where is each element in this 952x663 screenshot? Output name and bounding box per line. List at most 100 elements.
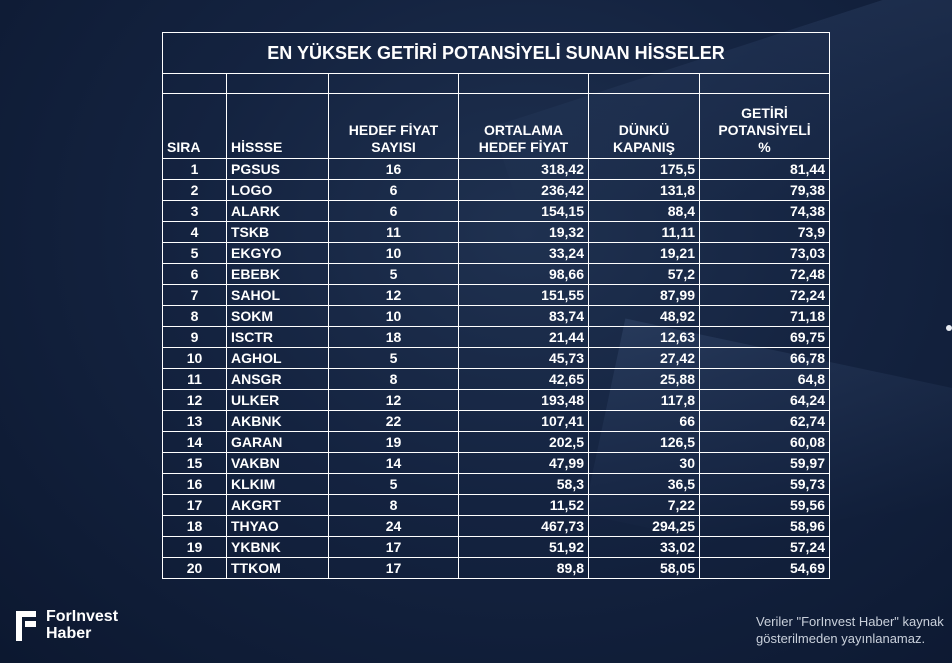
header-line: HEDEF FİYAT xyxy=(348,122,439,138)
cell-dunku-kapanis: 88,4 xyxy=(588,200,700,222)
logo-line: ForInvest xyxy=(46,608,119,625)
cell-hedef-fiyat-sayisi: 19 xyxy=(328,431,459,453)
cell-hisse: EKGYO xyxy=(226,242,329,264)
cell-hedef-fiyat-sayisi: 5 xyxy=(328,263,459,285)
header-sira: SIRA xyxy=(162,93,227,159)
cell-dunku-kapanis: 7,22 xyxy=(588,494,700,516)
cell-ortalama-hedef-fiyat: 107,41 xyxy=(458,410,589,432)
cell-dunku-kapanis: 25,88 xyxy=(588,368,700,390)
cell-ortalama-hedef-fiyat: 45,73 xyxy=(458,347,589,369)
cell-hedef-fiyat-sayisi: 12 xyxy=(328,389,459,411)
cell-getiri-potansiyeli: 64,24 xyxy=(699,389,830,411)
table-row: 5 EKGYO 10 33,24 19,21 73,03 xyxy=(162,242,830,264)
cell-hisse: AGHOL xyxy=(226,347,329,369)
logo-line: Haber xyxy=(46,625,92,642)
cell-hisse: PGSUS xyxy=(226,158,329,180)
cell-hedef-fiyat-sayisi: 22 xyxy=(328,410,459,432)
empty-cell xyxy=(588,73,700,94)
cell-sira: 13 xyxy=(162,410,227,432)
disclaimer-line: gösterilmeden yayınlanamaz. xyxy=(756,631,926,646)
cell-hedef-fiyat-sayisi: 6 xyxy=(328,179,459,201)
table-title-row: EN YÜKSEK GETİRİ POTANSİYELİ SUNAN HİSSE… xyxy=(162,32,830,74)
cell-ortalama-hedef-fiyat: 51,92 xyxy=(458,536,589,558)
cell-hedef-fiyat-sayisi: 17 xyxy=(328,557,459,579)
cell-sira: 19 xyxy=(162,536,227,558)
cell-sira: 8 xyxy=(162,305,227,327)
table-row: 2 LOGO 6 236,42 131,8 79,38 xyxy=(162,179,830,201)
cell-hisse: GARAN xyxy=(226,431,329,453)
cell-dunku-kapanis: 11,11 xyxy=(588,221,700,243)
cell-dunku-kapanis: 27,42 xyxy=(588,347,700,369)
cell-ortalama-hedef-fiyat: 42,65 xyxy=(458,368,589,390)
table-row: 17 AKGRT 8 11,52 7,22 59,56 xyxy=(162,494,830,516)
table-row: 6 EBEBK 5 98,66 57,2 72,48 xyxy=(162,263,830,285)
cell-ortalama-hedef-fiyat: 58,3 xyxy=(458,473,589,495)
table-row: 1 PGSUS 16 318,42 175,5 81,44 xyxy=(162,158,830,180)
cell-getiri-potansiyeli: 57,24 xyxy=(699,536,830,558)
header-getiri-potansiyeli: GETİRİ POTANSİYELİ % xyxy=(699,93,830,159)
header-dunku-kapanis: DÜNKÜ KAPANIŞ xyxy=(588,93,700,159)
cell-hisse: TSKB xyxy=(226,221,329,243)
cell-sira: 1 xyxy=(162,158,227,180)
cell-hisse: ALARK xyxy=(226,200,329,222)
cell-dunku-kapanis: 117,8 xyxy=(588,389,700,411)
disclaimer-line: Veriler "ForInvest Haber" kaynak xyxy=(756,614,944,629)
cell-dunku-kapanis: 87,99 xyxy=(588,284,700,306)
cell-dunku-kapanis: 19,21 xyxy=(588,242,700,264)
cell-hisse: LOGO xyxy=(226,179,329,201)
cell-hedef-fiyat-sayisi: 5 xyxy=(328,473,459,495)
cell-ortalama-hedef-fiyat: 318,42 xyxy=(458,158,589,180)
forinvest-logo: ForInvest Haber xyxy=(16,608,118,642)
cell-ortalama-hedef-fiyat: 89,8 xyxy=(458,557,589,579)
cell-getiri-potansiyeli: 71,18 xyxy=(699,305,830,327)
disclaimer-text: Veriler "ForInvest Haber" kaynak gösteri… xyxy=(756,613,944,647)
header-line: DÜNKÜ xyxy=(618,122,670,138)
cell-hedef-fiyat-sayisi: 6 xyxy=(328,200,459,222)
cell-dunku-kapanis: 126,5 xyxy=(588,431,700,453)
cell-hisse: ISCTR xyxy=(226,326,329,348)
cell-hedef-fiyat-sayisi: 17 xyxy=(328,536,459,558)
cell-getiri-potansiyeli: 69,75 xyxy=(699,326,830,348)
cell-getiri-potansiyeli: 73,9 xyxy=(699,221,830,243)
table-row: 13 AKBNK 22 107,41 66 62,74 xyxy=(162,410,830,432)
cell-ortalama-hedef-fiyat: 11,52 xyxy=(458,494,589,516)
table-row: 14 GARAN 19 202,5 126,5 60,08 xyxy=(162,431,830,453)
cell-sira: 7 xyxy=(162,284,227,306)
cell-getiri-potansiyeli: 66,78 xyxy=(699,347,830,369)
spacer-row xyxy=(162,73,830,94)
header-row: SIRA HİSSSE HEDEF FİYAT SAYISI ORTALAMA … xyxy=(162,93,830,159)
cell-sira: 10 xyxy=(162,347,227,369)
edge-dot xyxy=(946,325,952,331)
header-line: GETİRİ xyxy=(741,105,788,121)
cell-getiri-potansiyeli: 64,8 xyxy=(699,368,830,390)
table-row: 4 TSKB 11 19,32 11,11 73,9 xyxy=(162,221,830,243)
cell-ortalama-hedef-fiyat: 193,48 xyxy=(458,389,589,411)
cell-dunku-kapanis: 30 xyxy=(588,452,700,474)
cell-sira: 16 xyxy=(162,473,227,495)
cell-ortalama-hedef-fiyat: 154,15 xyxy=(458,200,589,222)
cell-hisse: EBEBK xyxy=(226,263,329,285)
cell-sira: 12 xyxy=(162,389,227,411)
cell-getiri-potansiyeli: 54,69 xyxy=(699,557,830,579)
table-row: 9 ISCTR 18 21,44 12,63 69,75 xyxy=(162,326,830,348)
header-hisse: HİSSSE xyxy=(226,93,329,159)
cell-sira: 9 xyxy=(162,326,227,348)
cell-ortalama-hedef-fiyat: 83,74 xyxy=(458,305,589,327)
cell-hedef-fiyat-sayisi: 8 xyxy=(328,494,459,516)
cell-hedef-fiyat-sayisi: 8 xyxy=(328,368,459,390)
header-line: ORTALAMA xyxy=(483,122,564,138)
cell-hisse: TTKOM xyxy=(226,557,329,579)
cell-sira: 15 xyxy=(162,452,227,474)
cell-hisse: AKBNK xyxy=(226,410,329,432)
cell-ortalama-hedef-fiyat: 98,66 xyxy=(458,263,589,285)
table-row: 12 ULKER 12 193,48 117,8 64,24 xyxy=(162,389,830,411)
table-row: 20 TTKOM 17 89,8 58,05 54,69 xyxy=(162,557,830,579)
cell-ortalama-hedef-fiyat: 202,5 xyxy=(458,431,589,453)
table-row: 10 AGHOL 5 45,73 27,42 66,78 xyxy=(162,347,830,369)
cell-sira: 5 xyxy=(162,242,227,264)
cell-hisse: SOKM xyxy=(226,305,329,327)
cell-hedef-fiyat-sayisi: 14 xyxy=(328,452,459,474)
cell-getiri-potansiyeli: 59,97 xyxy=(699,452,830,474)
cell-getiri-potansiyeli: 72,24 xyxy=(699,284,830,306)
cell-ortalama-hedef-fiyat: 47,99 xyxy=(458,452,589,474)
